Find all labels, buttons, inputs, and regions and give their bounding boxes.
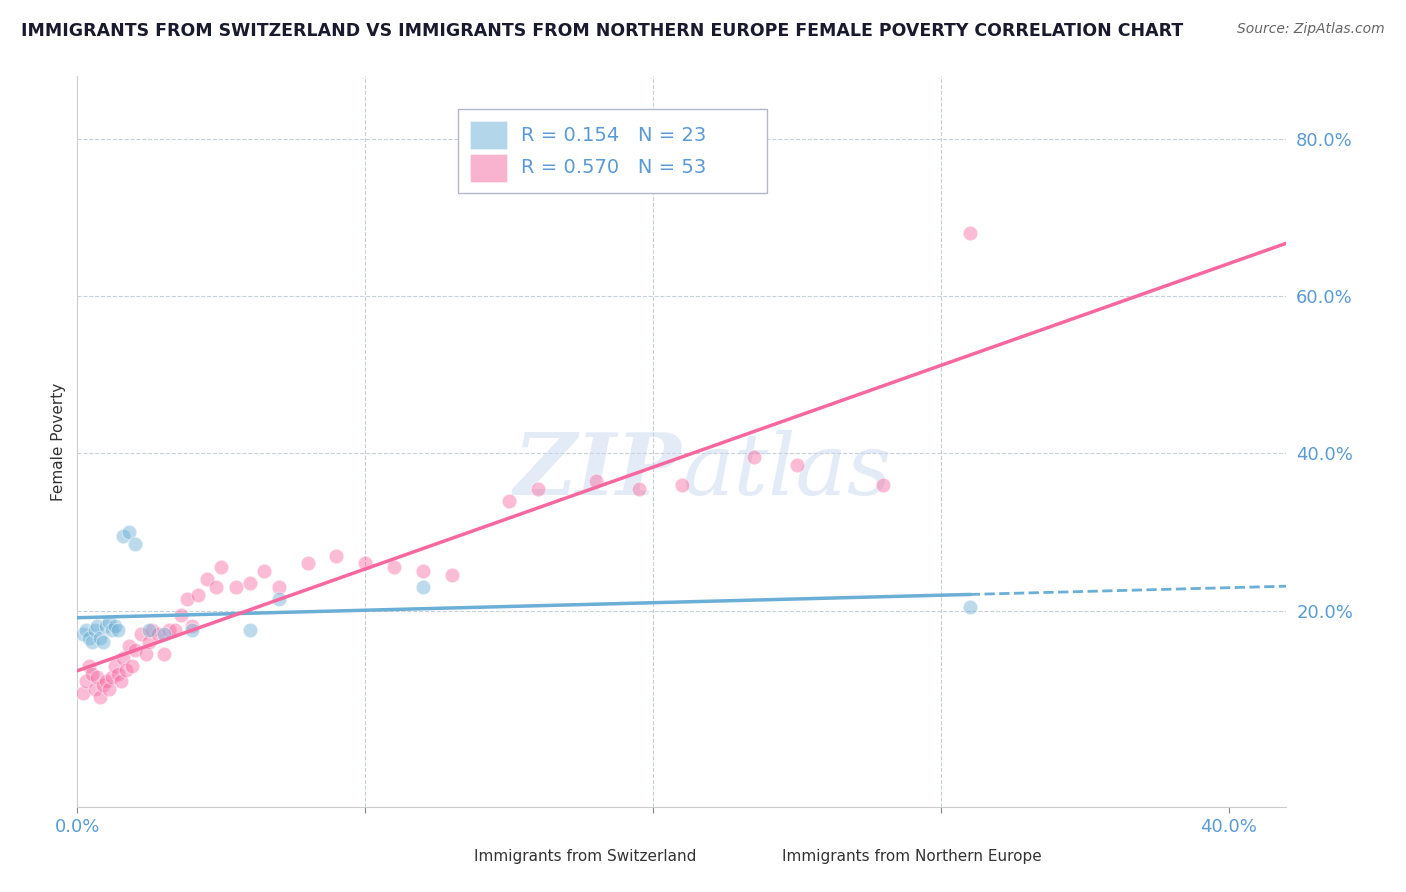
Text: atlas: atlas — [682, 429, 891, 512]
Point — [124, 643, 146, 657]
Point — [72, 627, 94, 641]
Point — [104, 619, 127, 633]
Point — [225, 580, 247, 594]
Text: Source: ZipAtlas.com: Source: ZipAtlas.com — [1237, 22, 1385, 37]
Text: Immigrants from Northern Europe: Immigrants from Northern Europe — [782, 849, 1042, 863]
Point — [75, 674, 97, 689]
Point — [118, 524, 141, 539]
Point — [94, 619, 117, 633]
Point — [118, 639, 141, 653]
Point — [170, 607, 193, 622]
Point — [112, 650, 135, 665]
Point — [104, 658, 127, 673]
Point — [91, 635, 114, 649]
Point — [165, 624, 187, 638]
Point — [209, 560, 232, 574]
Point — [98, 615, 121, 630]
Point — [786, 458, 808, 472]
Point — [181, 619, 204, 633]
Point — [89, 631, 111, 645]
Point — [267, 580, 290, 594]
Point — [101, 671, 124, 685]
Point — [77, 658, 100, 673]
Point — [72, 686, 94, 700]
Point — [239, 624, 262, 638]
Y-axis label: Female Poverty: Female Poverty — [51, 383, 66, 500]
Point — [129, 627, 152, 641]
Point — [135, 647, 157, 661]
Point — [94, 674, 117, 689]
Point — [124, 537, 146, 551]
Point — [138, 624, 160, 638]
Point — [98, 682, 121, 697]
Point — [80, 666, 103, 681]
Point — [412, 564, 434, 578]
Point — [86, 671, 108, 685]
Point — [959, 226, 981, 240]
Point — [152, 647, 174, 661]
Point — [585, 474, 607, 488]
FancyBboxPatch shape — [470, 121, 506, 149]
Point — [742, 450, 765, 465]
Point — [354, 557, 377, 571]
Point — [872, 477, 894, 491]
Point — [112, 529, 135, 543]
Point — [239, 576, 262, 591]
Point — [440, 568, 463, 582]
Point — [110, 674, 132, 689]
Point — [959, 599, 981, 614]
Point — [89, 690, 111, 705]
Point — [107, 624, 129, 638]
Point — [107, 666, 129, 681]
Point — [671, 477, 693, 491]
FancyBboxPatch shape — [470, 154, 506, 182]
FancyBboxPatch shape — [427, 848, 464, 864]
Point — [91, 678, 114, 692]
Point — [121, 658, 143, 673]
Text: Immigrants from Switzerland: Immigrants from Switzerland — [474, 849, 696, 863]
Point — [627, 482, 650, 496]
Point — [146, 627, 169, 641]
FancyBboxPatch shape — [458, 109, 766, 193]
Point — [253, 564, 276, 578]
Text: ZIP: ZIP — [515, 429, 682, 513]
Point — [267, 591, 290, 606]
Point — [115, 663, 138, 677]
Point — [75, 624, 97, 638]
Point — [141, 624, 163, 638]
Point — [181, 624, 204, 638]
Text: IMMIGRANTS FROM SWITZERLAND VS IMMIGRANTS FROM NORTHERN EUROPE FEMALE POVERTY CO: IMMIGRANTS FROM SWITZERLAND VS IMMIGRANT… — [21, 22, 1184, 40]
Point — [80, 635, 103, 649]
Point — [187, 588, 209, 602]
Point — [498, 493, 520, 508]
Point — [86, 619, 108, 633]
Point — [297, 557, 319, 571]
Point — [77, 631, 100, 645]
Point — [527, 482, 550, 496]
Text: R = 0.570   N = 53: R = 0.570 N = 53 — [522, 159, 706, 178]
Point — [101, 624, 124, 638]
Point — [195, 572, 218, 586]
FancyBboxPatch shape — [737, 848, 773, 864]
Point — [152, 627, 174, 641]
Point — [204, 580, 226, 594]
Point — [83, 624, 105, 638]
Point — [325, 549, 347, 563]
Point — [382, 560, 405, 574]
Point — [138, 635, 160, 649]
Point — [412, 580, 434, 594]
Point — [159, 624, 181, 638]
Text: R = 0.154   N = 23: R = 0.154 N = 23 — [522, 126, 706, 145]
Point — [176, 591, 198, 606]
Point — [83, 682, 105, 697]
